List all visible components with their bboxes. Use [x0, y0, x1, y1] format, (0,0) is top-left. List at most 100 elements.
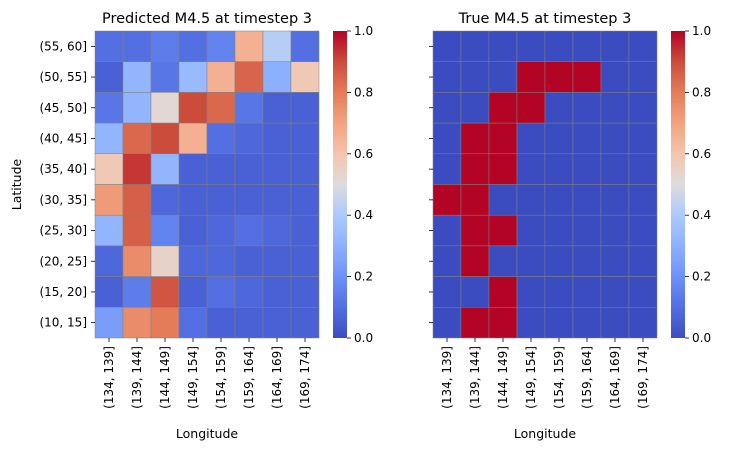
heatmap-cell [516, 214, 546, 247]
heatmap-cell [628, 122, 658, 155]
heatmap-cell [460, 184, 490, 216]
heatmap-cell [544, 61, 574, 93]
heatmap-cell [544, 214, 574, 247]
heatmap-cell [460, 153, 490, 185]
heatmap-cell [432, 214, 462, 247]
heatmap-cell [290, 245, 320, 277]
x-axis-label: Longitude [176, 426, 238, 441]
heatmap-cell [572, 184, 602, 216]
y-tick-label: (25, 30] [39, 224, 87, 238]
heatmap-cell [600, 153, 630, 185]
x-tick-label: (134, 139] [102, 346, 116, 409]
heatmap-cell [572, 307, 602, 339]
y-tick-label: (50, 55] [39, 70, 87, 84]
y-tick-label: (10, 15] [39, 316, 87, 330]
y-axis-label: Latitude [9, 158, 24, 210]
heatmap-cell [460, 214, 490, 247]
heatmap-cell [262, 122, 292, 155]
colorbar-tick-label: 0.0 [354, 331, 373, 345]
heatmap-cell [234, 245, 264, 277]
heatmap-cell [600, 245, 630, 277]
heatmap-cell [460, 245, 490, 277]
heatmap-cell [150, 276, 180, 308]
heatmap-cell [206, 184, 236, 216]
heatmap-cell [234, 214, 264, 247]
heatmap-cell [94, 245, 124, 277]
y-tick-label: (15, 20] [39, 285, 87, 299]
heatmap-cell [516, 153, 546, 185]
heatmap-cell [572, 245, 602, 277]
heatmap-cell [234, 153, 264, 185]
heatmap-cell [262, 30, 292, 62]
heatmap-cell [432, 184, 462, 216]
predicted-heatmap-panel: Predicted M4.5 at timestep 3 (55, 60] (50,… [9, 11, 373, 441]
heatmap-cell [432, 61, 462, 93]
heatmap-cell [432, 122, 462, 155]
heatmap-cell [290, 184, 320, 216]
heatmap-cell [460, 276, 490, 308]
colorbar-tick-label: 0.6 [354, 147, 373, 161]
heatmap-cell [544, 245, 574, 277]
heatmap-cell [460, 307, 490, 339]
heatmap-cell [290, 30, 320, 62]
heatmap-cell [600, 184, 630, 216]
x-tick-label: (154, 159] [214, 346, 228, 409]
heatmap-cell [262, 184, 292, 216]
heatmap-cell [600, 61, 630, 93]
heatmap-cell [488, 276, 518, 308]
heatmap-cell [516, 92, 546, 124]
heatmap-cell [178, 184, 208, 216]
chart-title: True M4.5 at timestep 3 [458, 11, 632, 27]
heatmap-cell [432, 307, 462, 339]
heatmap-cell [94, 184, 124, 216]
heatmap-cell [572, 153, 602, 185]
heatmap-cell [234, 184, 264, 216]
heatmap-cell [488, 30, 518, 62]
colorbar-tick-label: 0.2 [354, 270, 373, 284]
heatmap-cell [206, 92, 236, 124]
heatmap-cell [150, 153, 180, 185]
heatmap-cell [122, 122, 152, 155]
heatmap-cell [122, 276, 152, 308]
heatmap-cell [432, 276, 462, 308]
heatmap-cell [290, 214, 320, 247]
heatmap-cell [94, 153, 124, 185]
heatmap-cell [628, 245, 658, 277]
heatmap-cell [432, 153, 462, 185]
heatmap-cell [94, 92, 124, 124]
heatmap-cell [600, 276, 630, 308]
heatmap-cell [460, 92, 490, 124]
heatmap-cell [122, 184, 152, 216]
heatmap-cell [628, 30, 658, 62]
heatmap-cell [122, 153, 152, 185]
colorbar-tick-label: 0.0 [692, 331, 711, 345]
heatmap-cell [628, 307, 658, 339]
heatmap-cell [290, 276, 320, 308]
y-tick-label: (35, 40] [39, 162, 87, 176]
heatmap-cell [262, 153, 292, 185]
heatmap-cell [432, 92, 462, 124]
x-tick-label: (164, 169] [608, 346, 622, 409]
heatmap-cell [516, 61, 546, 93]
heatmap-cell [206, 30, 236, 62]
heatmap-cell [544, 276, 574, 308]
heatmap-cell [516, 30, 546, 62]
colorbar-tick-label: 0.8 [692, 85, 711, 99]
colorbar [671, 31, 685, 338]
x-tick-label: (149, 154] [186, 346, 200, 409]
heatmap-cell [206, 245, 236, 277]
x-tick-label: (144, 149] [496, 346, 510, 409]
heatmap-cell [178, 153, 208, 185]
heatmap-cell [488, 214, 518, 247]
colorbar-tick-label: 0.4 [692, 208, 711, 222]
heatmap-cell [94, 276, 124, 308]
colorbar-tick-label: 0.4 [354, 208, 373, 222]
heatmap-cell [488, 122, 518, 155]
colorbar-tick-label: 1.0 [354, 24, 373, 38]
heatmap-cell [262, 61, 292, 93]
heatmap-cell [150, 122, 180, 155]
y-tick-label: (40, 45] [39, 131, 87, 145]
y-tick-label: (20, 25] [39, 254, 87, 268]
heatmap-cell [488, 307, 518, 339]
